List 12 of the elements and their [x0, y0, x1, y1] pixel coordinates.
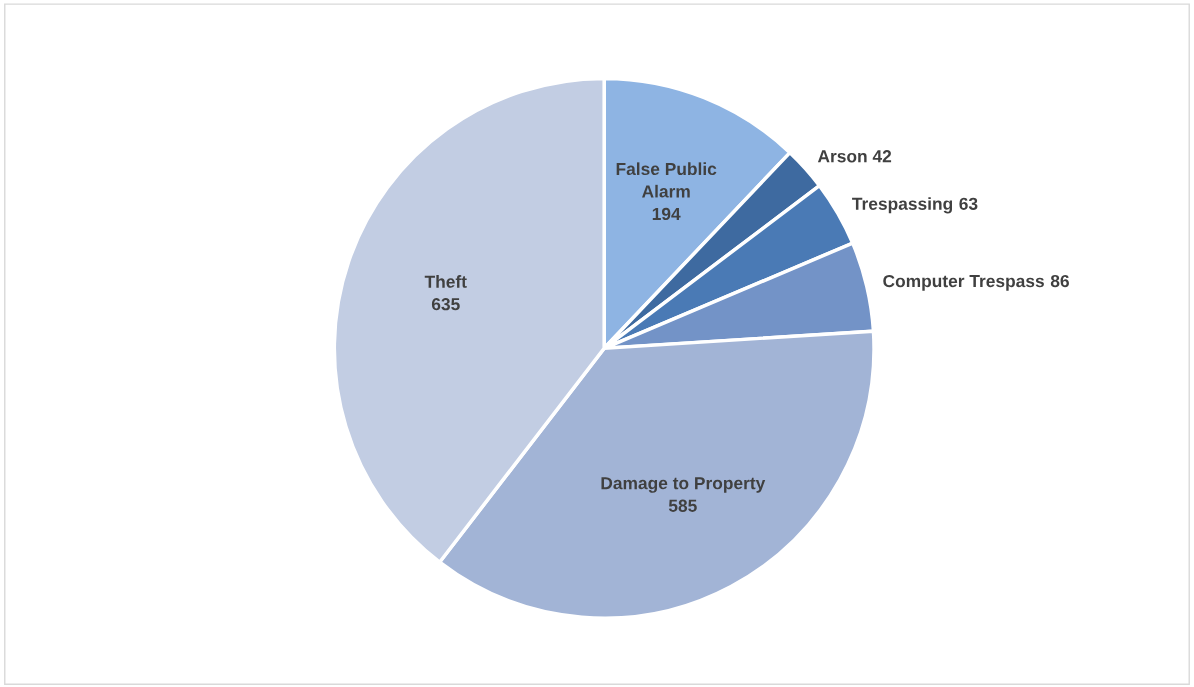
data-label: 86 [1050, 274, 1069, 288]
slice-label: Computer Trespass [883, 274, 1044, 291]
data-label: 63 [959, 197, 978, 210]
slice-label: Theft [424, 275, 467, 288]
slice-label: False Public Alarm [616, 162, 717, 198]
data-label: 42 [872, 150, 892, 163]
data-label: 194 [652, 207, 681, 221]
slice-label: Arson [817, 150, 867, 163]
slice-label: Damage to Property [601, 477, 766, 493]
data-label: 585 [668, 499, 697, 512]
slice-label: Trespassing [852, 197, 953, 214]
data-label: 635 [431, 298, 460, 311]
